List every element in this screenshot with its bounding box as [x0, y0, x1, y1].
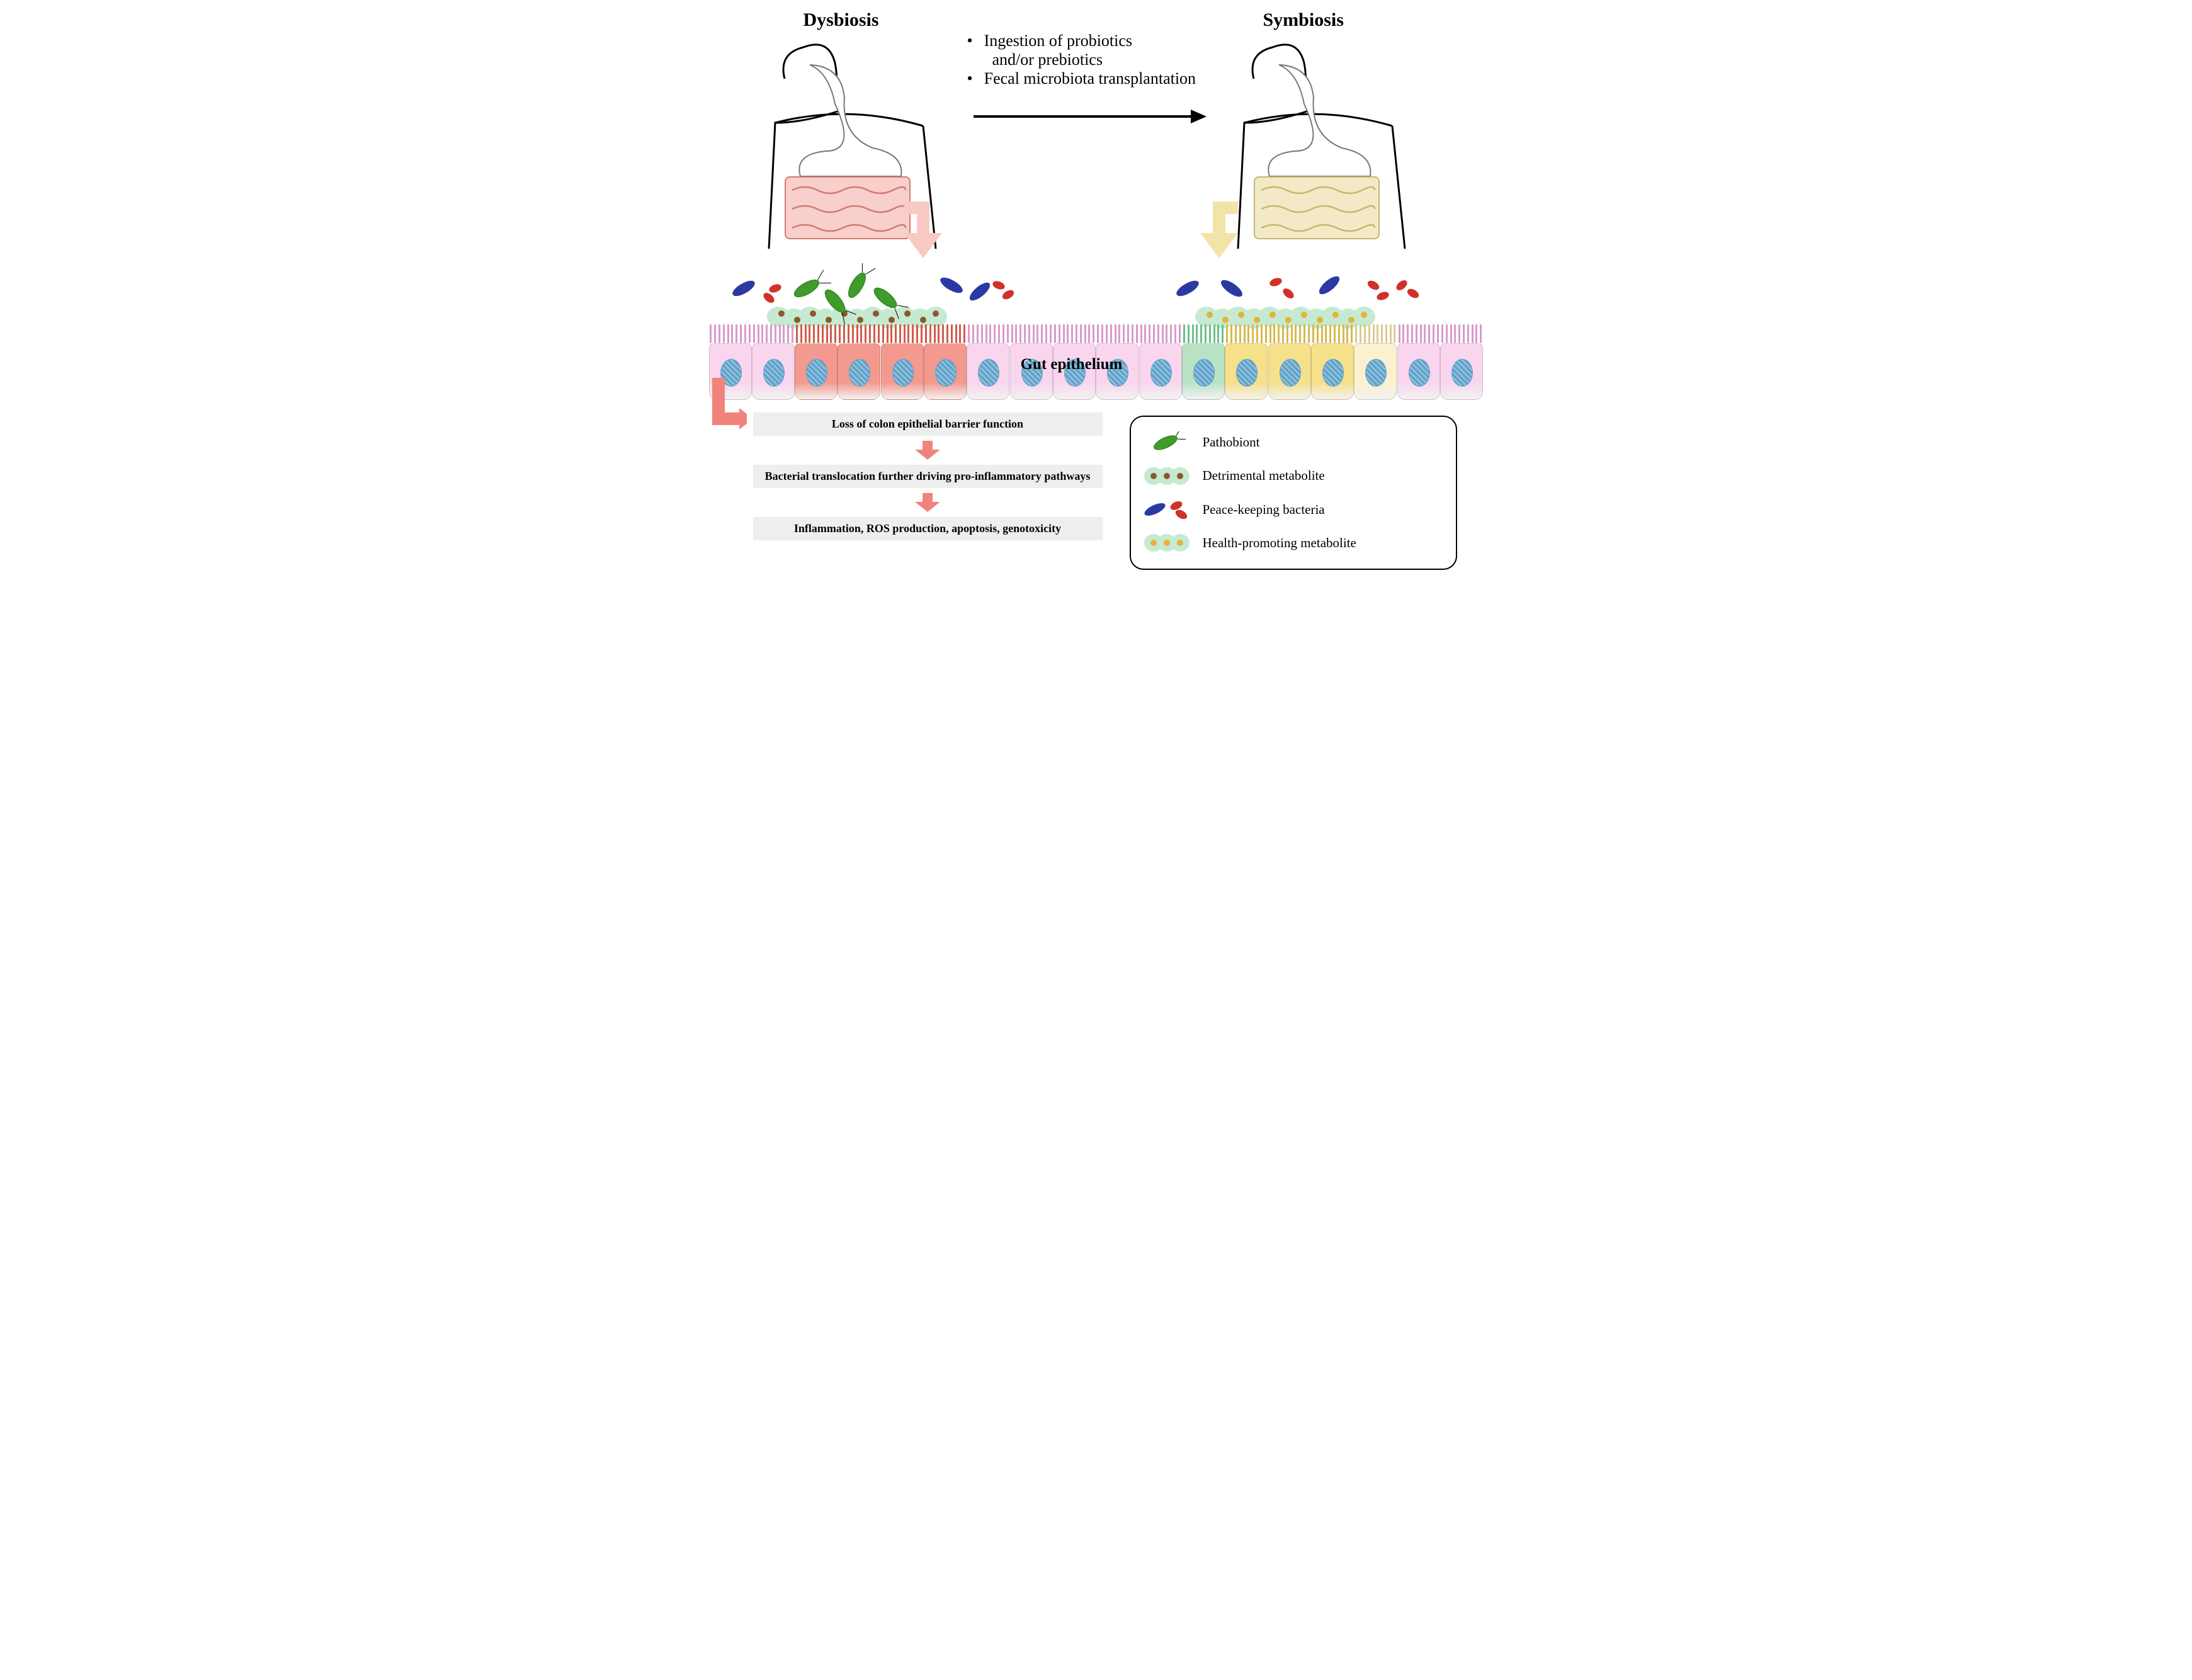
peacekeeping-cluster-sym-icon [1174, 273, 1420, 302]
effect-step1: Loss of colon epithelial barrier functio… [753, 412, 1103, 436]
legend-healthpromoting-label: Health-promoting metabolite [1203, 535, 1356, 551]
title-symbiosis: Symbiosis [1263, 9, 1344, 31]
arrow-to-epithelium-dys-icon [904, 201, 942, 258]
effect-step3: Inflammation, ROS production, apoptosis,… [753, 517, 1103, 540]
down-arrow-icon [915, 441, 940, 460]
epithelial-cell [1139, 324, 1181, 400]
intervention-line2: Fecal microbiota transplantation [984, 69, 1196, 88]
intervention-line1b: and/or prebiotics [992, 50, 1196, 69]
legend-detrimental-label: Detrimental metabolite [1203, 468, 1325, 484]
epithelial-cell [752, 324, 793, 400]
epithelial-cell [795, 324, 836, 400]
health-metabolite-icon [1142, 532, 1191, 553]
title-dysbiosis: Dysbiosis [804, 9, 879, 31]
arrow-to-effects-icon [709, 378, 747, 434]
legend-pathobiont-label: Pathobiont [1203, 434, 1260, 450]
legend-box: Pathobiont Detrimental metabolite Peace-… [1130, 416, 1457, 570]
epithelial-cell [1397, 324, 1439, 400]
intervention-list: •Ingestion of probiotics and/or prebioti… [967, 31, 1196, 88]
arrow-to-epithelium-sym-icon [1200, 201, 1238, 258]
effect-step2: Bacterial translocation further driving … [753, 465, 1103, 488]
epithelial-cell [1268, 324, 1310, 400]
epithelial-cell [838, 324, 879, 400]
gut-epithelium-label: Gut epithelium [1021, 356, 1123, 373]
epithelial-cell [1311, 324, 1353, 400]
legend-peacekeeping: Peace-keeping bacteria [1142, 497, 1445, 522]
effects-cascade: Loss of colon epithelial barrier functio… [753, 412, 1103, 553]
peacekeeping-cluster-dys-icon [730, 275, 1015, 305]
microbiota-scene [709, 263, 1484, 332]
intestine-symbiosis-icon [1254, 176, 1380, 239]
epithelial-cell [1354, 324, 1395, 400]
down-arrow-icon [915, 493, 940, 512]
intervention-line1a: Ingestion of probiotics [984, 31, 1132, 50]
torso-symbiosis [1216, 28, 1424, 261]
legend-healthpromoting: Health-promoting metabolite [1142, 530, 1445, 555]
pathobiont-icon [1148, 431, 1186, 454]
intestine-dysbiosis-icon [785, 176, 911, 239]
transition-arrow [974, 107, 1207, 126]
peacekeeping-bacteria-icon [1142, 498, 1191, 521]
legend-pathobiont: Pathobiont [1142, 430, 1445, 455]
epithelial-cell [881, 324, 923, 400]
epithelial-cell [1225, 324, 1266, 400]
epithelial-cell [1440, 324, 1482, 400]
epithelial-cell [1182, 324, 1224, 400]
epithelial-cell [924, 324, 965, 400]
legend-peacekeeping-label: Peace-keeping bacteria [1203, 502, 1325, 518]
epithelial-cell [967, 324, 1008, 400]
detrimental-metabolite-icon [1142, 465, 1191, 487]
legend-detrimental: Detrimental metabolite [1142, 463, 1445, 489]
figure-dysbiosis-symbiosis: Dysbiosis Symbiosis •Ingestion of probio… [709, 6, 1484, 598]
